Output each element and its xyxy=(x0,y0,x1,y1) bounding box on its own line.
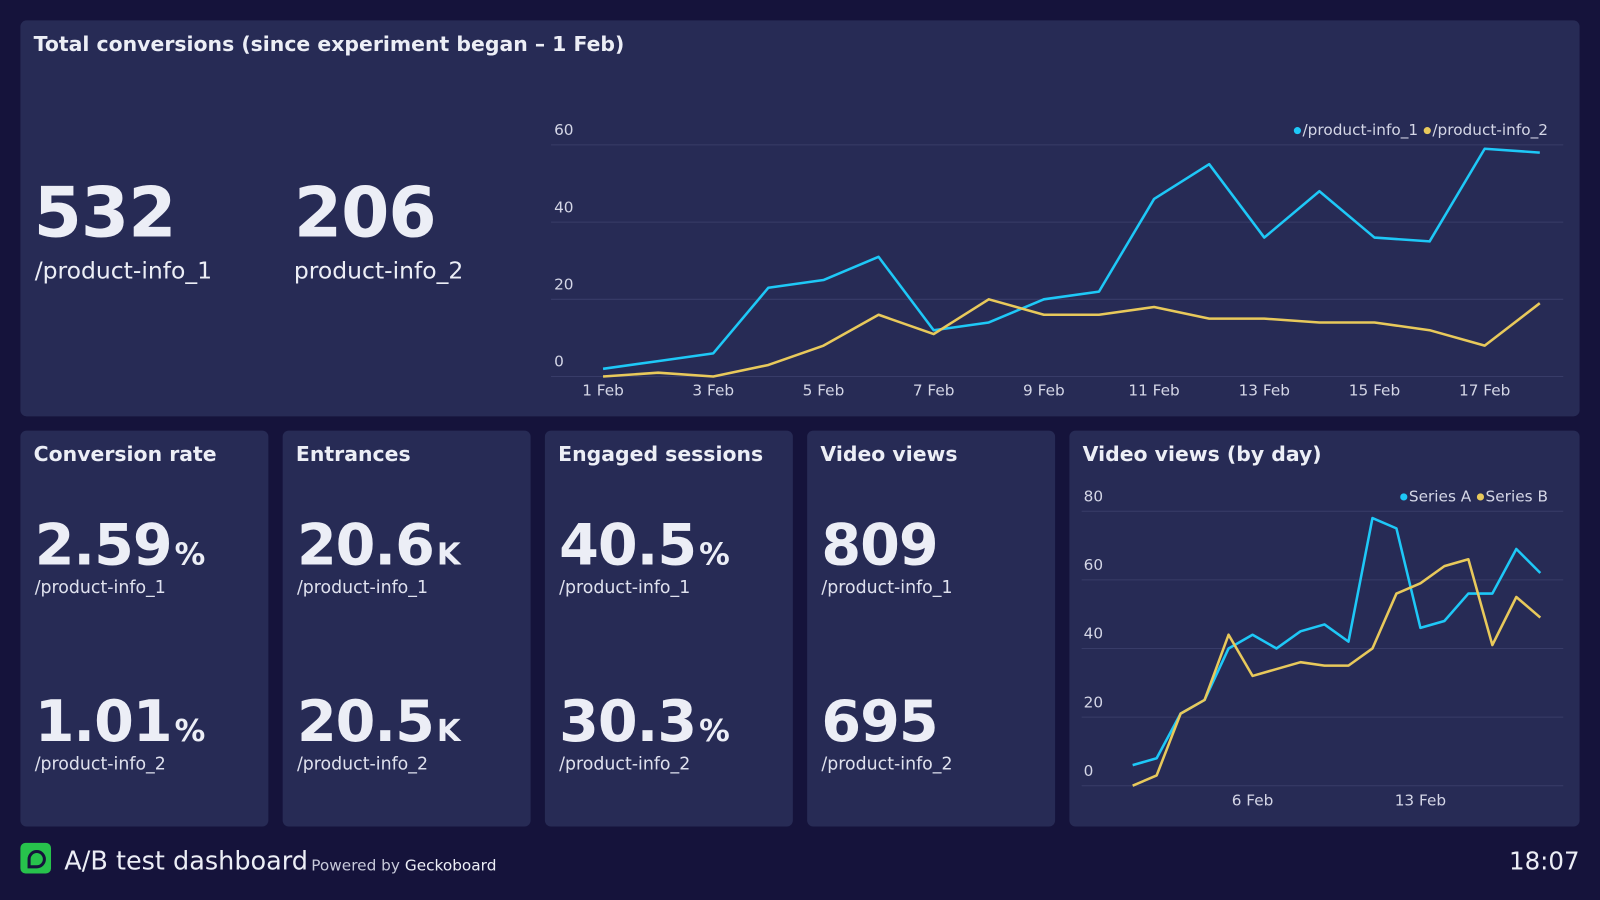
x-tick-label: 1 Feb xyxy=(582,381,624,399)
tile-value: 809 xyxy=(821,512,938,579)
total-value: 206 xyxy=(293,173,437,255)
value: 809 xyxy=(821,512,938,579)
x-tick-label: 3 Feb xyxy=(692,381,734,399)
value: 20.5 xyxy=(296,688,435,756)
x-tick-label: 17 Feb xyxy=(1459,381,1510,399)
tile xyxy=(544,430,793,827)
value: 695 xyxy=(821,688,938,756)
tile-label: /product-info_2 xyxy=(34,754,166,775)
x-tick-label: 9 Feb xyxy=(1023,381,1065,399)
tile xyxy=(807,430,1056,827)
x-tick-label: 6 Feb xyxy=(1232,792,1274,810)
tile-label: /product-info_2 xyxy=(821,754,953,775)
tile-title: Video views xyxy=(820,441,958,467)
x-tick-label: 11 Feb xyxy=(1128,381,1179,399)
tile-label: /product-info_2 xyxy=(296,754,429,775)
panel-title: Video views (by day) xyxy=(1082,441,1322,467)
value: 2.59 xyxy=(34,512,173,579)
powered-by-text: Powered by xyxy=(311,856,400,875)
legend-dot xyxy=(1400,493,1408,501)
y-tick-label: 60 xyxy=(1084,556,1103,574)
x-tick-label: 7 Feb xyxy=(913,381,955,399)
unit: K xyxy=(436,713,461,749)
value: 30.3 xyxy=(559,688,697,756)
unit: % xyxy=(699,536,730,573)
y-tick-label: 20 xyxy=(1084,693,1103,711)
total-label: product-info_2 xyxy=(293,258,464,285)
logo-mark xyxy=(27,849,46,869)
tile-value: 40.5% xyxy=(559,512,730,578)
tile xyxy=(20,430,269,827)
unit: % xyxy=(174,536,206,573)
line-series xyxy=(602,147,1540,371)
logo xyxy=(20,842,52,874)
brand: Geckoboard xyxy=(404,856,497,875)
legend-label: Series A xyxy=(1409,487,1472,505)
x-tick-label: 13 Feb xyxy=(1239,381,1290,399)
tile-label: /product-info_1 xyxy=(559,577,691,598)
x-tick-label: 13 Feb xyxy=(1395,792,1446,810)
y-tick-label: 40 xyxy=(1084,625,1103,643)
tile xyxy=(282,430,531,827)
y-tick-label: 0 xyxy=(1084,762,1094,780)
total-value: 532 xyxy=(33,173,177,255)
legend-label: /product-info_1 xyxy=(1303,121,1419,140)
y-tick-label: 60 xyxy=(554,121,573,139)
panel-title: Total conversions (since experiment bega… xyxy=(33,31,625,57)
dashboard-title: A/B test dashboard xyxy=(64,845,309,876)
tile-title: Entrances xyxy=(295,441,411,467)
tile-label: /product-info_1 xyxy=(34,577,166,598)
x-tick-label: 5 Feb xyxy=(803,381,845,399)
value: 40.5 xyxy=(559,512,697,579)
tile-label: /product-info_1 xyxy=(821,577,953,598)
line-series xyxy=(1132,557,1542,787)
video-chart-panel xyxy=(1069,430,1580,827)
y-tick-label: 20 xyxy=(554,276,573,294)
y-tick-label: 80 xyxy=(1084,487,1103,505)
value: 1.01 xyxy=(34,688,173,756)
total-label: /product-info_1 xyxy=(34,258,213,285)
powered-by: Powered by Geckoboard xyxy=(311,856,496,874)
y-tick-label: 0 xyxy=(554,353,564,371)
tile-value: 20.6 K xyxy=(297,512,461,578)
line-series xyxy=(1132,516,1542,767)
tile-label: /product-info_2 xyxy=(559,754,691,775)
y-tick-label: 40 xyxy=(554,198,573,216)
x-tick-label: 15 Feb xyxy=(1349,381,1400,399)
unit: % xyxy=(174,713,206,749)
legend-dot xyxy=(1423,127,1431,135)
tile-value: 30.3% xyxy=(559,689,730,755)
tile-title: Conversion rate xyxy=(33,441,217,467)
unit: K xyxy=(436,536,461,573)
value: 20.6 xyxy=(296,512,435,579)
tile-label: /product-info_1 xyxy=(296,577,429,598)
legend-dot xyxy=(1476,493,1485,501)
line-series xyxy=(602,298,1541,378)
tile-value: 2.59% xyxy=(35,512,206,578)
tile-value: 695 xyxy=(821,688,938,756)
legend-label: /product-info_2 xyxy=(1432,121,1548,140)
tile-title: Engaged sessions xyxy=(558,441,764,467)
clock: 18:07 xyxy=(1509,846,1580,876)
tile-value: 1.01% xyxy=(35,689,206,755)
legend-label: Series B xyxy=(1486,487,1548,505)
unit: % xyxy=(699,713,730,749)
conversions-panel xyxy=(20,20,1580,417)
tile-value: 20.5 K xyxy=(297,689,461,755)
legend-dot xyxy=(1293,127,1301,135)
